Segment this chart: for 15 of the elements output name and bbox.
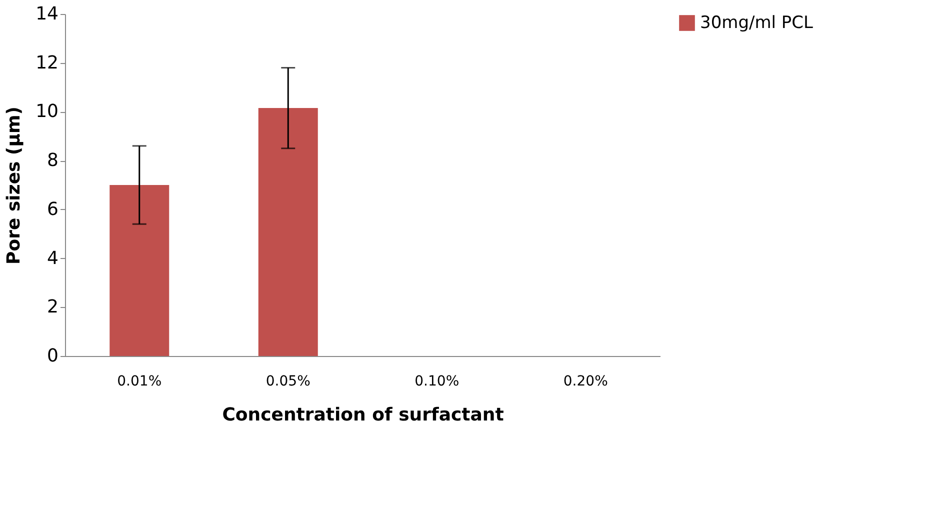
x-tick-label: 0.01% (117, 374, 162, 390)
y-axis-title: Pore sizes (µm) (4, 106, 25, 264)
y-tick-label: 4 (47, 248, 58, 269)
legend-label: 30mg/ml PCL (700, 13, 814, 33)
x-axis-title: Concentration of surfactant (222, 404, 504, 426)
y-tick-label: 0 (47, 346, 58, 366)
y-tick-label: 14 (36, 4, 58, 24)
y-tick-label: 8 (47, 150, 58, 172)
y-tick-label: 10 (36, 101, 58, 122)
x-tick-label: 0.20% (563, 374, 608, 390)
y-tick-label: 12 (36, 52, 58, 74)
x-tick-label: 0.05% (266, 374, 310, 390)
x-tick-label: 0.10% (414, 374, 460, 390)
y-tick-label: 6 (47, 198, 58, 220)
y-tick-label: 2 (47, 296, 58, 318)
